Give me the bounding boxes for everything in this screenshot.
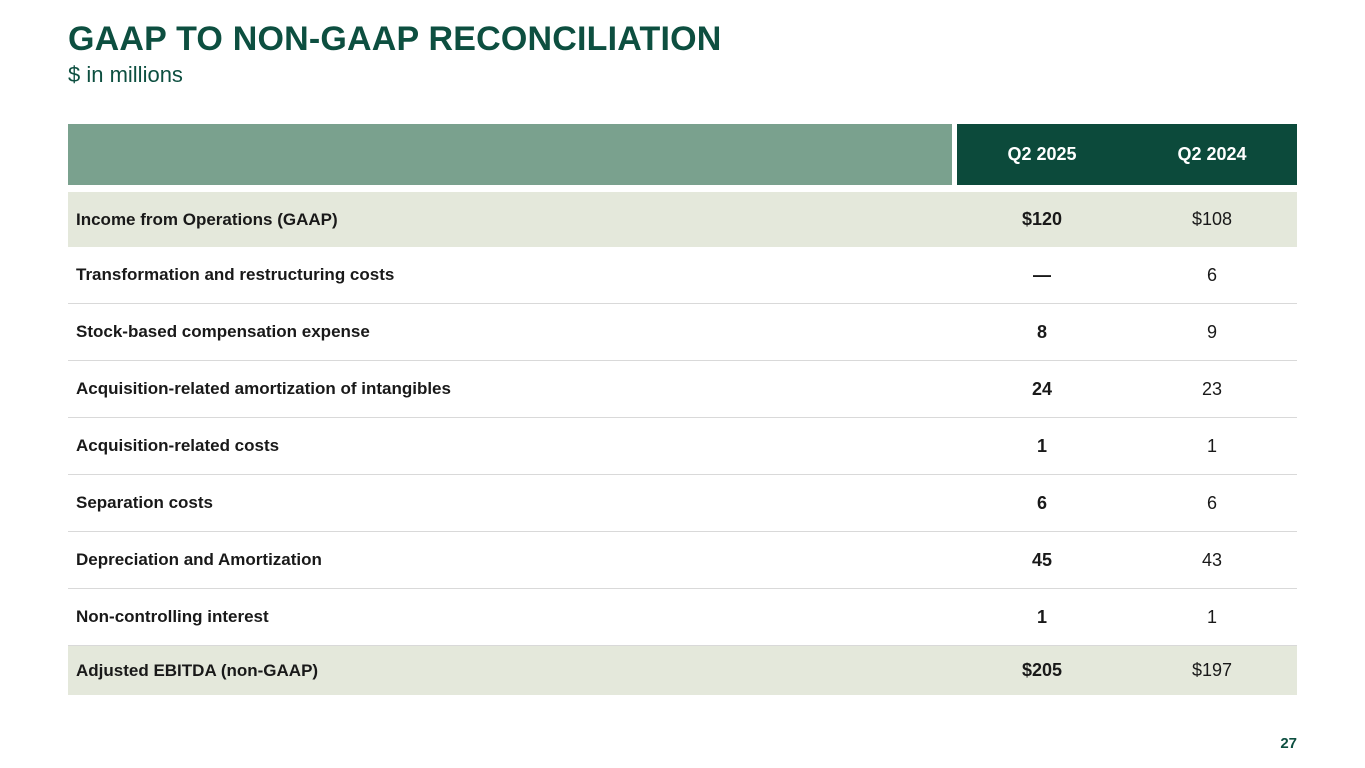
page-number: 27 <box>1280 735 1297 752</box>
table-row: Depreciation and Amortization 45 43 <box>68 532 1297 589</box>
row-value-q2-2024: 1 <box>1206 435 1217 456</box>
table-row: Adjusted EBITDA (non-GAAP) $205 $197 <box>68 646 1297 695</box>
table-row: Non-controlling interest 1 1 <box>68 589 1297 646</box>
table-body: Income from Operations (GAAP) $120 $108 … <box>68 192 1297 695</box>
column-header-q2-2025: Q2 2025 <box>1007 144 1077 164</box>
row-value-q2-2025: 24 <box>1031 378 1053 399</box>
table-row: Stock-based compensation expense 8 9 <box>68 304 1297 361</box>
row-label: Depreciation and Amortization <box>76 550 322 569</box>
row-value-q2-2025: 45 <box>1031 549 1053 570</box>
row-value-q2-2025: 1 <box>1036 606 1047 627</box>
page-subtitle: $ in millions <box>68 62 183 87</box>
row-label: Acquisition-related amortization of inta… <box>76 379 451 398</box>
row-value-q2-2024: 43 <box>1201 549 1223 570</box>
row-label: Non-controlling interest <box>76 607 269 626</box>
row-value-q2-2025: $205 <box>1021 660 1063 680</box>
row-value-q2-2025: $120 <box>1021 209 1063 229</box>
table-header-row: Q2 2025 Q2 2024 <box>68 124 1297 185</box>
table-row: Separation costs 6 6 <box>68 475 1297 532</box>
row-value-q2-2025: 6 <box>1036 492 1047 513</box>
row-value-q2-2024: $108 <box>1191 209 1233 229</box>
table-header-columns: Q2 2025 Q2 2024 <box>957 124 1297 185</box>
row-value-q2-2024: 23 <box>1201 378 1223 399</box>
row-label: Transformation and restructuring costs <box>76 265 395 284</box>
row-value-q2-2024: 1 <box>1206 606 1217 627</box>
table-row: Transformation and restructuring costs —… <box>68 247 1297 304</box>
column-header-q2-2024: Q2 2024 <box>1177 144 1247 164</box>
row-value-q2-2025: 1 <box>1036 435 1047 456</box>
page-title: GAAP TO NON-GAAP RECONCILIATION <box>68 20 722 58</box>
row-value-q2-2024: 9 <box>1206 321 1217 342</box>
row-label: Separation costs <box>76 493 213 512</box>
table-row: Acquisition-related amortization of inta… <box>68 361 1297 418</box>
row-label: Acquisition-related costs <box>76 436 280 455</box>
row-label: Income from Operations (GAAP) <box>76 209 338 229</box>
table-row: Acquisition-related costs 1 1 <box>68 418 1297 475</box>
row-label: Stock-based compensation expense <box>76 322 370 341</box>
table-row: Income from Operations (GAAP) $120 $108 <box>68 192 1297 247</box>
row-label: Adjusted EBITDA (non-GAAP) <box>76 660 319 680</box>
reconciliation-table: Q2 2025 Q2 2024 Income from Operations (… <box>68 124 1297 695</box>
row-value-q2-2024: 6 <box>1206 492 1217 513</box>
row-value-q2-2024: $197 <box>1191 660 1233 680</box>
row-value-q2-2025: — <box>1033 264 1051 285</box>
table-header-spacer <box>68 124 952 185</box>
row-value-q2-2025: 8 <box>1036 321 1047 342</box>
row-value-q2-2024: 6 <box>1206 264 1217 285</box>
